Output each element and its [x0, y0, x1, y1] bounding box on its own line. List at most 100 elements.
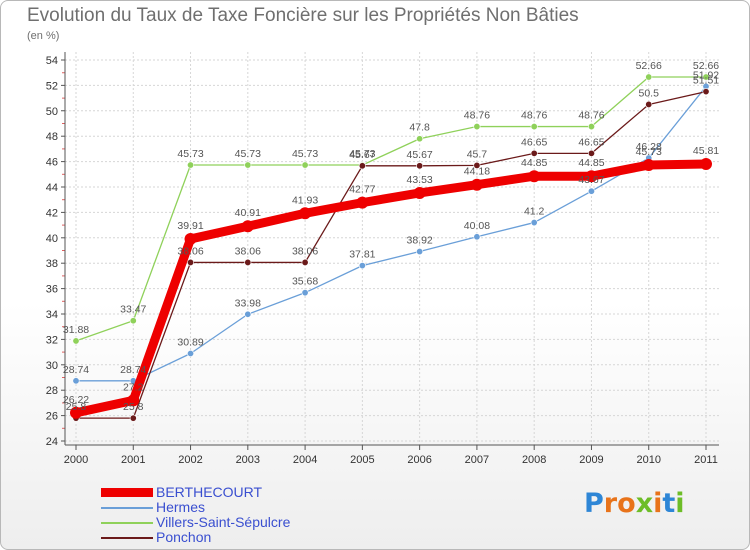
y-tick-label: 28 — [46, 385, 58, 397]
proxiti-logo: Proxiti — [584, 488, 685, 519]
x-tick-label: 2005 — [350, 454, 374, 466]
y-axis-ticks: 24 26 28 30 32 34 36 38 40 42 44 46 48 50 52 54 — [46, 55, 58, 448]
y-tick-label: 24 — [46, 436, 58, 448]
data-label: 40.91 — [235, 207, 261, 219]
data-point — [645, 73, 653, 81]
legend-swatch — [101, 488, 153, 497]
y-tick-label: 32 — [46, 334, 58, 346]
logo-letter: r — [603, 488, 618, 519]
x-tick-label: 2001 — [121, 454, 145, 466]
y-tick-label: 36 — [46, 284, 58, 296]
series-berthecourt — [70, 158, 712, 419]
data-point — [244, 310, 252, 318]
data-point — [530, 219, 538, 227]
logo-letter: i — [653, 488, 663, 519]
data-label: 30.89 — [177, 336, 203, 348]
x-tick-label: 2008 — [522, 454, 546, 466]
data-point — [416, 162, 424, 170]
data-label: 35.68 — [292, 276, 318, 288]
data-label: 25.8 — [66, 401, 87, 413]
data-point — [473, 123, 481, 131]
data-point — [416, 248, 424, 256]
logo-letter: P — [584, 488, 604, 519]
data-label: 48.76 — [464, 110, 490, 122]
data-point — [299, 207, 312, 220]
y-tick-label: 54 — [46, 55, 58, 67]
data-label: 45.73 — [349, 148, 375, 160]
data-point — [470, 178, 483, 191]
data-point — [702, 73, 710, 81]
data-point — [528, 170, 541, 183]
data-point — [241, 220, 254, 233]
data-label: 52.66 — [636, 60, 662, 72]
data-point — [645, 100, 653, 108]
data-label: 45.67 — [406, 149, 432, 161]
series-line — [75, 85, 707, 382]
x-tick-label: 2004 — [293, 454, 317, 466]
data-label: 43.67 — [578, 174, 604, 186]
legend-label: Ponchon — [156, 529, 212, 545]
data-point — [473, 161, 481, 169]
data-label: 45.73 — [177, 148, 203, 160]
series-line — [75, 90, 707, 419]
series-group — [70, 73, 712, 422]
data-label: 51.92 — [693, 69, 719, 81]
data-point — [587, 123, 595, 131]
logo-letter: i — [675, 488, 685, 519]
legend-label: Hermes — [156, 499, 206, 515]
chart-title: Evolution du Taux de Taxe Foncière sur l… — [27, 5, 579, 26]
data-label: 38.06 — [235, 245, 261, 257]
data-label: 38.06 — [292, 245, 318, 257]
axes — [61, 52, 719, 450]
logo-letter: o — [617, 488, 636, 519]
legend-swatch — [101, 536, 153, 539]
data-point — [70, 406, 82, 419]
data-point — [587, 149, 595, 157]
x-tick-label: 2003 — [236, 454, 260, 466]
data-label: 37.81 — [349, 249, 375, 261]
data-label: 39.91 — [177, 220, 203, 232]
y-tick-label: 46 — [46, 157, 58, 169]
x-tick-label: 2010 — [636, 454, 660, 466]
x-tick-label: 2002 — [178, 454, 202, 466]
data-point — [413, 186, 426, 199]
y-tick-label: 44 — [46, 182, 58, 194]
data-point — [530, 149, 538, 157]
data-label: 42.77 — [349, 184, 375, 196]
series-line — [75, 76, 707, 342]
data-label: 44.85 — [578, 157, 604, 169]
y-tick-label: 38 — [46, 258, 58, 270]
data-point — [301, 258, 309, 266]
y-tick-label: 50 — [46, 106, 58, 118]
legend-label: BERTHECOURT — [156, 484, 263, 500]
y-tick-label: 40 — [46, 233, 58, 245]
data-label: 40.08 — [464, 220, 490, 232]
data-label: 46.65 — [521, 136, 547, 148]
legend-label: Villers-Saint-Sépulcre — [156, 514, 291, 530]
data-label: 27.2 — [123, 381, 144, 393]
data-label: 46.65 — [578, 136, 604, 148]
series-hermes — [72, 82, 710, 385]
data-label: 44.18 — [464, 166, 490, 178]
data-point — [129, 414, 137, 422]
data-label: 44.85 — [521, 157, 547, 169]
data-label: 41.93 — [292, 194, 318, 206]
data-label: 31.88 — [63, 324, 89, 336]
data-point — [72, 377, 80, 385]
data-point — [72, 337, 80, 345]
data-point — [301, 289, 309, 297]
data-point — [416, 135, 424, 143]
data-label: 28.74 — [63, 364, 89, 376]
data-label: 33.47 — [120, 304, 146, 316]
data-label: 45.73 — [235, 148, 261, 160]
data-label: 26.22 — [63, 394, 89, 406]
x-tick-label: 2000 — [64, 454, 88, 466]
data-label: 45.73 — [636, 146, 662, 158]
series-ponchon — [72, 88, 710, 422]
data-point — [187, 161, 195, 169]
data-label: 45.7 — [467, 148, 488, 160]
x-tick-label: 2009 — [579, 454, 603, 466]
legend-swatch — [101, 506, 153, 509]
logo-letter: t — [662, 488, 676, 519]
data-label: 33.98 — [235, 297, 261, 309]
